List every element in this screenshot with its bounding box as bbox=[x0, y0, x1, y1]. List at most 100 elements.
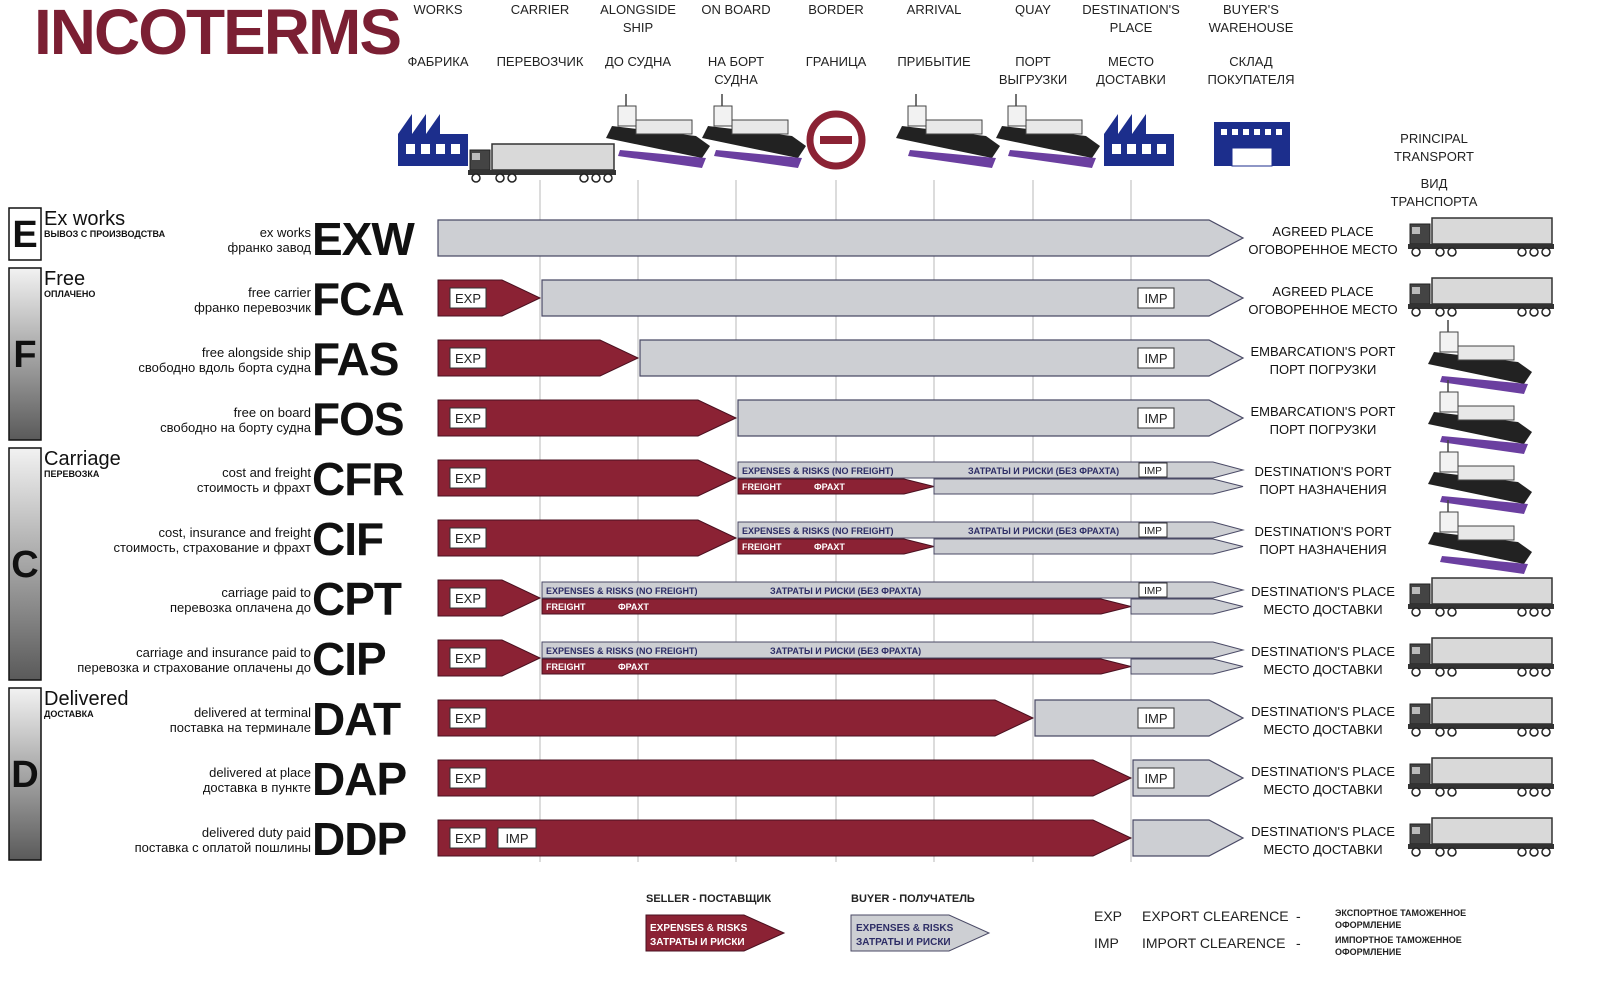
transport-header-ru: ВИД ТРАНСПОРТА bbox=[1391, 176, 1478, 209]
delivery-place-ru: МЕСТО ДОСТАВКИ bbox=[1263, 662, 1382, 677]
delivery-place-en: EMBARCATION'S PORT bbox=[1250, 404, 1395, 419]
term-name-en: delivered at place bbox=[209, 765, 311, 780]
delivery-place-ru: ПОРТ НАЗНАЧЕНИЯ bbox=[1259, 482, 1386, 497]
column-header-en: WORKS bbox=[413, 2, 462, 17]
group-title-en: Delivered bbox=[44, 688, 128, 710]
exp-badge: EXP bbox=[449, 347, 487, 369]
delivery-place-ru: МЕСТО ДОСТАВКИ bbox=[1263, 842, 1382, 857]
group-title-en: Ex works bbox=[44, 208, 125, 230]
imp-badge: IMP bbox=[1137, 287, 1175, 309]
ship-icon bbox=[702, 94, 806, 168]
delivery-place-en: DESTINATION'S PLACE bbox=[1251, 704, 1395, 719]
exp-badge: EXP bbox=[449, 527, 487, 549]
truck-icon bbox=[1408, 757, 1554, 797]
delivery-place-en: DESTINATION'S PLACE bbox=[1251, 824, 1395, 839]
truck-icon bbox=[1408, 817, 1554, 857]
seller-arrow bbox=[437, 519, 738, 557]
seller-arrow bbox=[437, 699, 1035, 737]
exp-badge: EXP bbox=[449, 467, 487, 489]
delivery-place-ru: МЕСТО ДОСТАВКИ bbox=[1263, 722, 1382, 737]
term-name-ru: перевозка и страхование оплачены до bbox=[77, 660, 311, 675]
group-title-en: Carriage bbox=[44, 448, 121, 470]
delivery-place-en: EMBARCATION'S PORT bbox=[1250, 344, 1395, 359]
delivery-place-ru: ПОРТ ПОГРУЗКИ bbox=[1270, 362, 1377, 377]
page-title: INCOTERMS bbox=[34, 0, 400, 68]
group-title-ru: ВЫВОЗ С ПРОИЗВОДСТВА bbox=[44, 229, 166, 239]
svg-text:IMP: IMP bbox=[1144, 711, 1167, 726]
freight-label-en: FREIGHT bbox=[742, 482, 782, 492]
ship-icon bbox=[1428, 500, 1532, 574]
ship-icon bbox=[896, 94, 1000, 168]
delivery-place-ru: МЕСТО ДОСТАВКИ bbox=[1263, 782, 1382, 797]
svg-text:IMP: IMP bbox=[1144, 771, 1167, 786]
freight-label-ru: ФРАХТ bbox=[814, 482, 845, 492]
ship-icon bbox=[606, 94, 710, 168]
group-title-ru: ПЕРЕВОЗКА bbox=[44, 469, 100, 479]
term-name-en: delivered duty paid bbox=[202, 825, 311, 840]
delivery-place-ru: ОГОВОРЕННОЕ МЕСТО bbox=[1248, 242, 1397, 257]
imp-badge: IMP bbox=[1138, 462, 1168, 478]
seller-freight-strip bbox=[541, 598, 1132, 615]
legend-abbr: IMP bbox=[1094, 935, 1119, 951]
term-code: FOS bbox=[312, 393, 404, 445]
term-name-ru: перевозка оплачена до bbox=[170, 600, 311, 615]
column-header-ru: ПРИБЫТИЕ bbox=[897, 54, 971, 69]
column-header-ru: ФАБРИКА bbox=[407, 54, 468, 69]
seller-arrow bbox=[437, 759, 1133, 797]
delivery-place-en: DESTINATION'S PORT bbox=[1254, 524, 1391, 539]
imp-badge: IMP bbox=[1138, 522, 1168, 538]
term-name-ru: свободно вдоль борта судна bbox=[138, 360, 311, 375]
border-icon bbox=[806, 110, 866, 170]
term-code: CIF bbox=[312, 513, 383, 565]
term-name-en: free on board bbox=[234, 405, 311, 420]
truck-icon bbox=[1408, 217, 1554, 257]
exp-badge: EXP bbox=[449, 827, 487, 849]
svg-text:IMP: IMP bbox=[1144, 291, 1167, 306]
seller-arrow bbox=[437, 459, 738, 497]
legend-seller-title: SELLER - ПОСТАВЩИК bbox=[646, 893, 771, 905]
delivery-place-ru: ОГОВОРЕННОЕ МЕСТО bbox=[1248, 302, 1397, 317]
svg-text:EXP: EXP bbox=[455, 771, 481, 786]
column-header-ru: МЕСТО ДОСТАВКИ bbox=[1096, 54, 1166, 87]
buyer-strip bbox=[933, 538, 1244, 555]
group-title-ru: ОПЛАЧЕНО bbox=[44, 289, 95, 299]
group-band bbox=[8, 267, 42, 441]
seller-freight-strip bbox=[541, 658, 1132, 675]
legend-abbr-en: EXPORT CLEARENCE bbox=[1142, 908, 1289, 924]
freight-label-ru: ФРАХТ bbox=[814, 542, 845, 552]
seller-arrow bbox=[437, 339, 640, 377]
legend-abbr-en: IMPORT CLEARENCE bbox=[1142, 935, 1285, 951]
exp-badge: EXP bbox=[449, 407, 487, 429]
strip-label-ru: ЗАТРАТЫ И РИСКИ (БЕЗ ФРАХТА) bbox=[770, 646, 921, 656]
truck-icon bbox=[468, 143, 616, 183]
delivery-place-ru: ПОРТ ПОГРУЗКИ bbox=[1270, 422, 1377, 437]
svg-text:IMP: IMP bbox=[505, 831, 528, 846]
ship-icon bbox=[1428, 440, 1532, 514]
legend-abbr: EXP bbox=[1094, 908, 1122, 924]
seller-freight-strip bbox=[737, 538, 935, 555]
legend-seller-ru: ЗАТРАТЫ И РИСКИ bbox=[650, 937, 745, 948]
buyer-strip bbox=[933, 478, 1244, 495]
buyer-expenses-strip bbox=[737, 521, 1245, 539]
group-letter: F bbox=[13, 334, 36, 376]
svg-text:EXP: EXP bbox=[455, 711, 481, 726]
term-name-en: cost and freight bbox=[222, 465, 311, 480]
exp-badge: EXP bbox=[449, 287, 487, 309]
legend-seller-en: EXPENSES & RISKS bbox=[650, 923, 748, 934]
exp-badge: EXP bbox=[449, 707, 487, 729]
delivery-place-en: DESTINATION'S PLACE bbox=[1251, 644, 1395, 659]
buyer-arrow bbox=[1132, 819, 1245, 857]
term-name-ru: поставка на терминале bbox=[170, 720, 311, 735]
svg-text:IMP: IMP bbox=[1144, 466, 1162, 477]
group-letter: E bbox=[12, 214, 37, 256]
term-code: FAS bbox=[312, 333, 398, 385]
